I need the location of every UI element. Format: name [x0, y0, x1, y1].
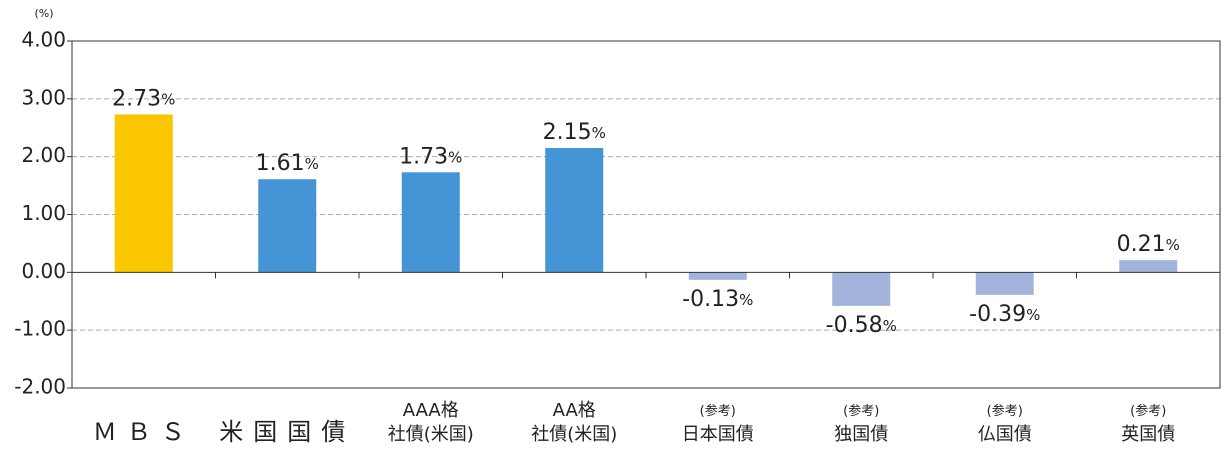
- value-label: 2.15%: [543, 120, 606, 145]
- value-label: -0.13%: [682, 287, 753, 312]
- bar: [832, 272, 891, 306]
- bar: [401, 172, 460, 273]
- x-tick-label: (参考)日本国債: [682, 403, 754, 446]
- value-label: 1.61%: [256, 151, 319, 176]
- y-tick-label: -1.00: [14, 317, 66, 341]
- y-unit: (%): [34, 7, 53, 20]
- y-tick-label: 0.00: [21, 259, 66, 283]
- bar: [975, 272, 1034, 295]
- x-tick-label: ＭＢＳ: [93, 418, 195, 446]
- x-tick-label: (参考)独国債: [834, 403, 888, 446]
- y-tick-label: 4.00: [21, 28, 66, 52]
- bar: [114, 114, 173, 273]
- x-tick-label: 米国国債: [219, 418, 355, 446]
- value-label: 0.21%: [1117, 232, 1180, 257]
- bar: [545, 147, 604, 273]
- plot-frame: [71, 40, 1221, 389]
- bar: [258, 179, 317, 273]
- y-tick-label: 3.00: [21, 85, 66, 109]
- bar: [1119, 260, 1178, 273]
- x-tick-label: AAA格社債(米国): [388, 400, 474, 445]
- x-tick-label: AA格社債(米国): [531, 400, 617, 445]
- bar: [688, 272, 747, 280]
- x-tick-label: (参考)仏国債: [978, 403, 1032, 446]
- value-label: 1.73%: [399, 144, 462, 169]
- value-label: -0.58%: [826, 313, 897, 338]
- value-label: 2.73%: [112, 86, 175, 111]
- x-tick-label: (参考)英国債: [1121, 403, 1175, 446]
- y-tick-label: 2.00: [21, 143, 66, 167]
- y-tick-label: -2.00: [14, 375, 66, 399]
- value-label: -0.39%: [969, 302, 1040, 327]
- y-tick-label: 1.00: [21, 201, 66, 225]
